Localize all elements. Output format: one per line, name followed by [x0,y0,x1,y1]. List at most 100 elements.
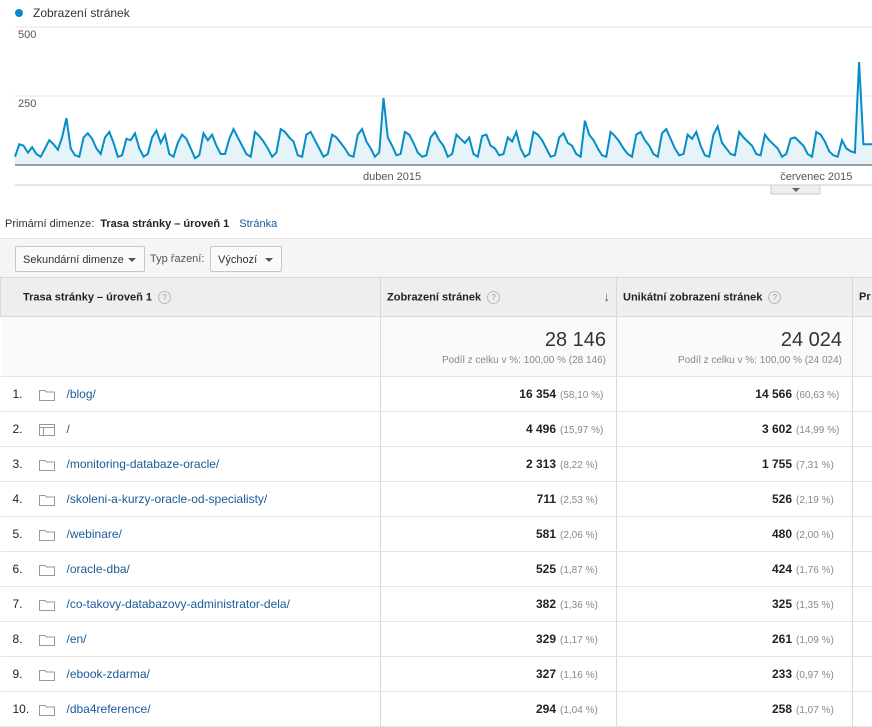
value-cell: 14 566(60,63 %) [617,377,853,412]
percent: (1,35 %) [796,600,844,611]
path-cell: 10. /dba4reference/ [1,692,381,727]
folder-icon [39,389,55,401]
header-text: Trasa stránky – úroveň 1 [23,291,152,303]
table-row: 9. /ebook-zdarma/327(1,16 %) 233 (0,97 %) [1,657,872,692]
value: 258 [772,702,792,716]
percent: (1,07 %) [796,705,844,716]
cut-cell [853,517,872,552]
path-link[interactable]: /ebook-zdarma/ [67,667,150,681]
value-cell: 327(1,16 %) [381,657,617,692]
path-cell: 2. / [1,412,381,447]
row-index: 7. [13,597,39,611]
value: 233 [772,667,792,681]
path-link[interactable]: /blog/ [67,387,96,401]
totals-cell: 24 024 Podíl z celku v %: 100,00 % (24 02… [617,317,853,377]
value-cell: 424(1,76 %) [617,552,853,587]
path-link[interactable]: /dba4reference/ [67,702,151,716]
percent: (14,99 %) [796,425,844,436]
row-index: 1. [13,387,39,401]
sort-label: Typ řazení: [150,246,204,272]
value-cell: 233 (0,97 %) [617,657,853,692]
table-row: 6./oracle-dba/525 (1,87 %) 424(1,76 %) [1,552,872,587]
value: 1 755 [762,457,792,471]
row-index: 5. [13,527,39,541]
value-cell: 581(2,06 %) [381,517,617,552]
table-row: 5./webinare/581(2,06 %)480(2,00 %) [1,517,872,552]
percent: (0,97 %) [796,670,844,681]
row-index: 9. [13,667,39,681]
data-table: Trasa stránky – úroveň 1?Zobrazení strán… [0,277,872,727]
value: 325 [772,597,792,611]
totals-cell [853,317,872,377]
path-link[interactable]: /monitoring-databaze-oracle/ [67,457,220,471]
value: 526 [772,492,792,506]
total-value: 28 146 [381,329,606,352]
x-tick-label: červenec 2015 [780,171,852,183]
sort-select[interactable]: Výchozí [210,246,282,272]
percent: (8,22 %) [560,460,608,471]
column-header: Zobrazení stránek?↓ [381,278,617,317]
toolbar: Sekundární dimenze Typ řazení: Výchozí [0,238,872,278]
path-link[interactable]: /en/ [67,632,87,646]
x-tick-label: duben 2015 [363,171,421,183]
header-text: Zobrazení stránek [387,291,481,303]
path-cell: 8. /en/ [1,622,381,657]
value-cell: 325 (1,35 %) [617,587,853,622]
page-icon [39,424,55,436]
percent: (1,36 %) [560,600,608,611]
value-cell: 4 496(15,97 %) [381,412,617,447]
percent: (7,31 %) [796,460,844,471]
y-tick-label: 250 [18,98,36,110]
value-cell: 711 (2,53 %) [381,482,617,517]
value-cell: 16 354(58,10 %) [381,377,617,412]
y-tick-label: 500 [18,29,36,41]
value: 424 [772,562,792,576]
percent: (1,87 %) [560,565,608,576]
value-cell: 1 755 (7,31 %) [617,447,853,482]
total-note: Podíl z celku v %: 100,00 % (24 024) [617,355,842,366]
row-index: 10. [13,702,39,716]
table-row: 4. /skoleni-a-kurzy-oracle-od-specialisty… [1,482,872,517]
percent: (2,06 %) [560,530,608,541]
value: 329 [536,632,556,646]
cut-cell [853,377,872,412]
path-link[interactable]: /skoleni-a-kurzy-oracle-od-specialisty/ [67,492,268,506]
folder-icon [39,634,55,646]
percent: (2,53 %) [560,495,608,506]
row-index: 4. [13,492,39,506]
path-cell: 5. /webinare/ [1,517,381,552]
percent: (1,16 %) [560,670,608,681]
column-header: Trasa stránky – úroveň 1? [1,278,381,317]
value-cell: 261(1,09 %) [617,622,853,657]
folder-icon [39,529,55,541]
row-index: 3. [13,457,39,471]
path-link[interactable]: /oracle-dba/ [67,562,130,576]
path-link[interactable]: /webinare/ [67,527,122,541]
table-row: 3./monitoring-databaze-oracle/2 313(8,22… [1,447,872,482]
folder-icon [39,669,55,681]
percent: (15,97 %) [560,425,608,436]
secondary-dimension[interactable]: Sekundární dimenze [15,246,145,272]
header-text: Pr [859,291,871,303]
path-link[interactable]: /co-takovy-databazovy-administrator-dela… [67,597,290,611]
path-cell: 7. /co-takovy-databazovy-administrator-de… [1,587,381,622]
table-row: 2. / 4 496(15,97 %) 3 602 (14,99 %) [1,412,872,447]
path-cell: 1. /blog/ [1,377,381,412]
value: 525 [536,562,556,576]
dimension-bar: Primární dimenze:Trasa stránky – úroveň … [5,218,277,230]
folder-icon [39,599,55,611]
table-row: 7. /co-takovy-databazovy-administrator-de… [1,587,872,622]
total-value: 24 024 [617,329,842,352]
percent: (1,04 %) [560,705,608,716]
value: 711 [537,492,556,506]
path-cell: 6./oracle-dba/ [1,552,381,587]
dimension-link[interactable]: Stránka [239,218,277,230]
row-index: 8. [13,632,39,646]
cut-cell [853,587,872,622]
path-link[interactable]: / [67,422,70,436]
row-index: 2. [13,422,39,436]
column-header: Pr [853,278,872,317]
value: 3 602 [762,422,792,436]
